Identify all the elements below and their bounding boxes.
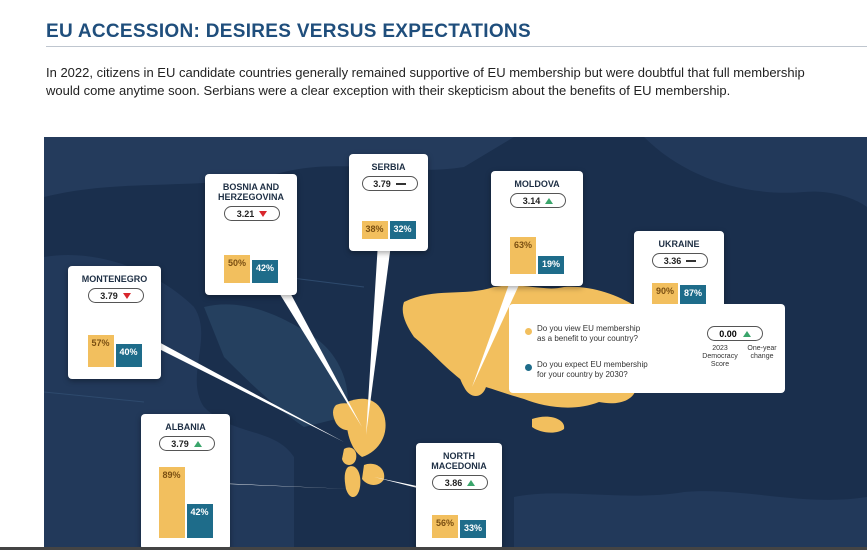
- bar-value-label: 38%: [365, 224, 384, 234]
- legend-score-pill: 0.00: [707, 326, 763, 341]
- country-name: MOLDOVA: [514, 179, 560, 189]
- legend-score-caption-line-2: Democracy: [702, 353, 738, 360]
- bar-value-label: 56%: [435, 518, 454, 528]
- bar-value-label: 19%: [541, 259, 560, 269]
- bar-desire: 57%: [87, 335, 114, 367]
- democracy-score-pill: 3.79: [361, 176, 418, 191]
- bar-value-label: 42%: [255, 263, 274, 273]
- country-name: MACEDONIA: [431, 461, 487, 471]
- legend-change-caption-line-2: change: [750, 353, 774, 360]
- change-up-icon: [193, 440, 202, 447]
- country-name: ALBANIA: [165, 422, 206, 432]
- bar-desire: 63%: [510, 237, 536, 274]
- country-card: ALBANIA 3.79 89% 42%: [141, 414, 230, 550]
- bar-value-label: 32%: [393, 224, 412, 234]
- change-down-icon: [122, 292, 131, 299]
- country-name: BOSNIA AND: [222, 182, 280, 192]
- legend: Do you view EU membership as a benefit t…: [509, 304, 785, 393]
- bar-value-label: 57%: [91, 338, 110, 348]
- bar-value-label: 33%: [463, 523, 482, 533]
- no-change-icon: [395, 182, 406, 185]
- democracy-score: 3.79: [171, 438, 189, 449]
- bar-expect: 42%: [186, 504, 213, 538]
- legend-score-caption-line-3: Score: [710, 361, 730, 368]
- bar-desire: 50%: [224, 255, 250, 283]
- no-change-icon: [686, 259, 697, 262]
- country-card: BOSNIA AND HERZEGOVINA 3.21 50% 42%: [205, 174, 297, 295]
- bottom-border: [0, 547, 867, 550]
- legend-desire-line-2: as a benefit to your country?: [537, 334, 638, 343]
- legend-desire-line-1: Do you view EU membership: [537, 324, 641, 333]
- callout-pointer: [106, 322, 344, 442]
- legend-change-caption-line-1: One-year: [747, 345, 777, 352]
- change-up-icon: [467, 479, 476, 486]
- legend-score-caption: 2023 Democracy Score: [697, 345, 743, 369]
- bar-expect: 33%: [460, 520, 486, 538]
- bar-value-label: 87%: [683, 288, 702, 298]
- legend-sample-score: 0.00: [719, 328, 737, 339]
- title-rule: [46, 46, 867, 47]
- country-name: MONTENEGRO: [81, 274, 148, 284]
- legend-score-caption-line-1: 2023: [712, 345, 728, 352]
- democracy-score-pill: 3.21: [224, 206, 280, 221]
- democracy-score: 3.86: [444, 477, 463, 488]
- democracy-score: 3.36: [663, 255, 682, 266]
- legend-expect-line-2: for your country by 2030?: [537, 370, 628, 379]
- bar-desire: 38%: [361, 221, 388, 239]
- legend-desire-text: Do you view EU membership as a benefit t…: [537, 324, 640, 344]
- country-name: SERBIA: [371, 162, 406, 172]
- legend-desire-swatch: [525, 328, 532, 335]
- page-title: EU ACCESSION: DESIRES VERSUS EXPECTATION…: [46, 21, 531, 42]
- democracy-score: 3.79: [100, 290, 118, 301]
- bar-desire: 56%: [432, 515, 458, 538]
- democracy-score-pill: 3.79: [158, 436, 215, 451]
- country-name: UKRAINE: [658, 239, 700, 249]
- bar-desire: 89%: [158, 467, 185, 538]
- bar-value-label: 63%: [513, 240, 532, 250]
- bar-value-label: 90%: [655, 286, 674, 296]
- country-card: MONTENEGRO 3.79 57% 40%: [68, 266, 161, 379]
- legend-expect-text: Do you expect EU membership for your cou…: [537, 360, 648, 380]
- bar-expect: 32%: [389, 221, 416, 239]
- democracy-score: 3.79: [373, 178, 391, 189]
- country-card: MOLDOVA 3.14 63% 19%: [491, 171, 583, 286]
- bar-value-label: 50%: [227, 258, 246, 268]
- bar-expect: 40%: [115, 344, 142, 367]
- democracy-score: 3.14: [522, 195, 541, 206]
- democracy-score-pill: 3.79: [87, 288, 144, 303]
- bar-value-label: 40%: [119, 347, 138, 357]
- bar-value-label: 89%: [162, 470, 181, 480]
- legend-expect-swatch: [525, 364, 532, 371]
- callout-pointer: [366, 202, 397, 435]
- democracy-score-pill: 3.36: [652, 253, 708, 268]
- democracy-score: 3.21: [236, 208, 255, 219]
- legend-expect-line-1: Do you expect EU membership: [537, 360, 648, 369]
- bar-expect: 19%: [538, 256, 564, 274]
- legend-change-caption: One-year change: [741, 345, 783, 361]
- country-card: NORTH MACEDONIA 3.86 56% 33%: [416, 443, 502, 550]
- country-name: HERZEGOVINA: [217, 192, 284, 202]
- country-name: NORTH: [443, 451, 475, 461]
- country-card: SERBIA 3.79 38% 32%: [349, 154, 428, 251]
- democracy-score-pill: 3.86: [432, 475, 488, 490]
- bar-value-label: 42%: [190, 507, 209, 517]
- democracy-score-pill: 3.14: [510, 193, 566, 208]
- legend-change-up-icon: [742, 330, 751, 337]
- intro-text: In 2022, citizens in EU candidate countr…: [46, 65, 805, 98]
- bar-expect: 42%: [252, 260, 278, 283]
- change-down-icon: [259, 210, 268, 217]
- change-up-icon: [545, 197, 554, 204]
